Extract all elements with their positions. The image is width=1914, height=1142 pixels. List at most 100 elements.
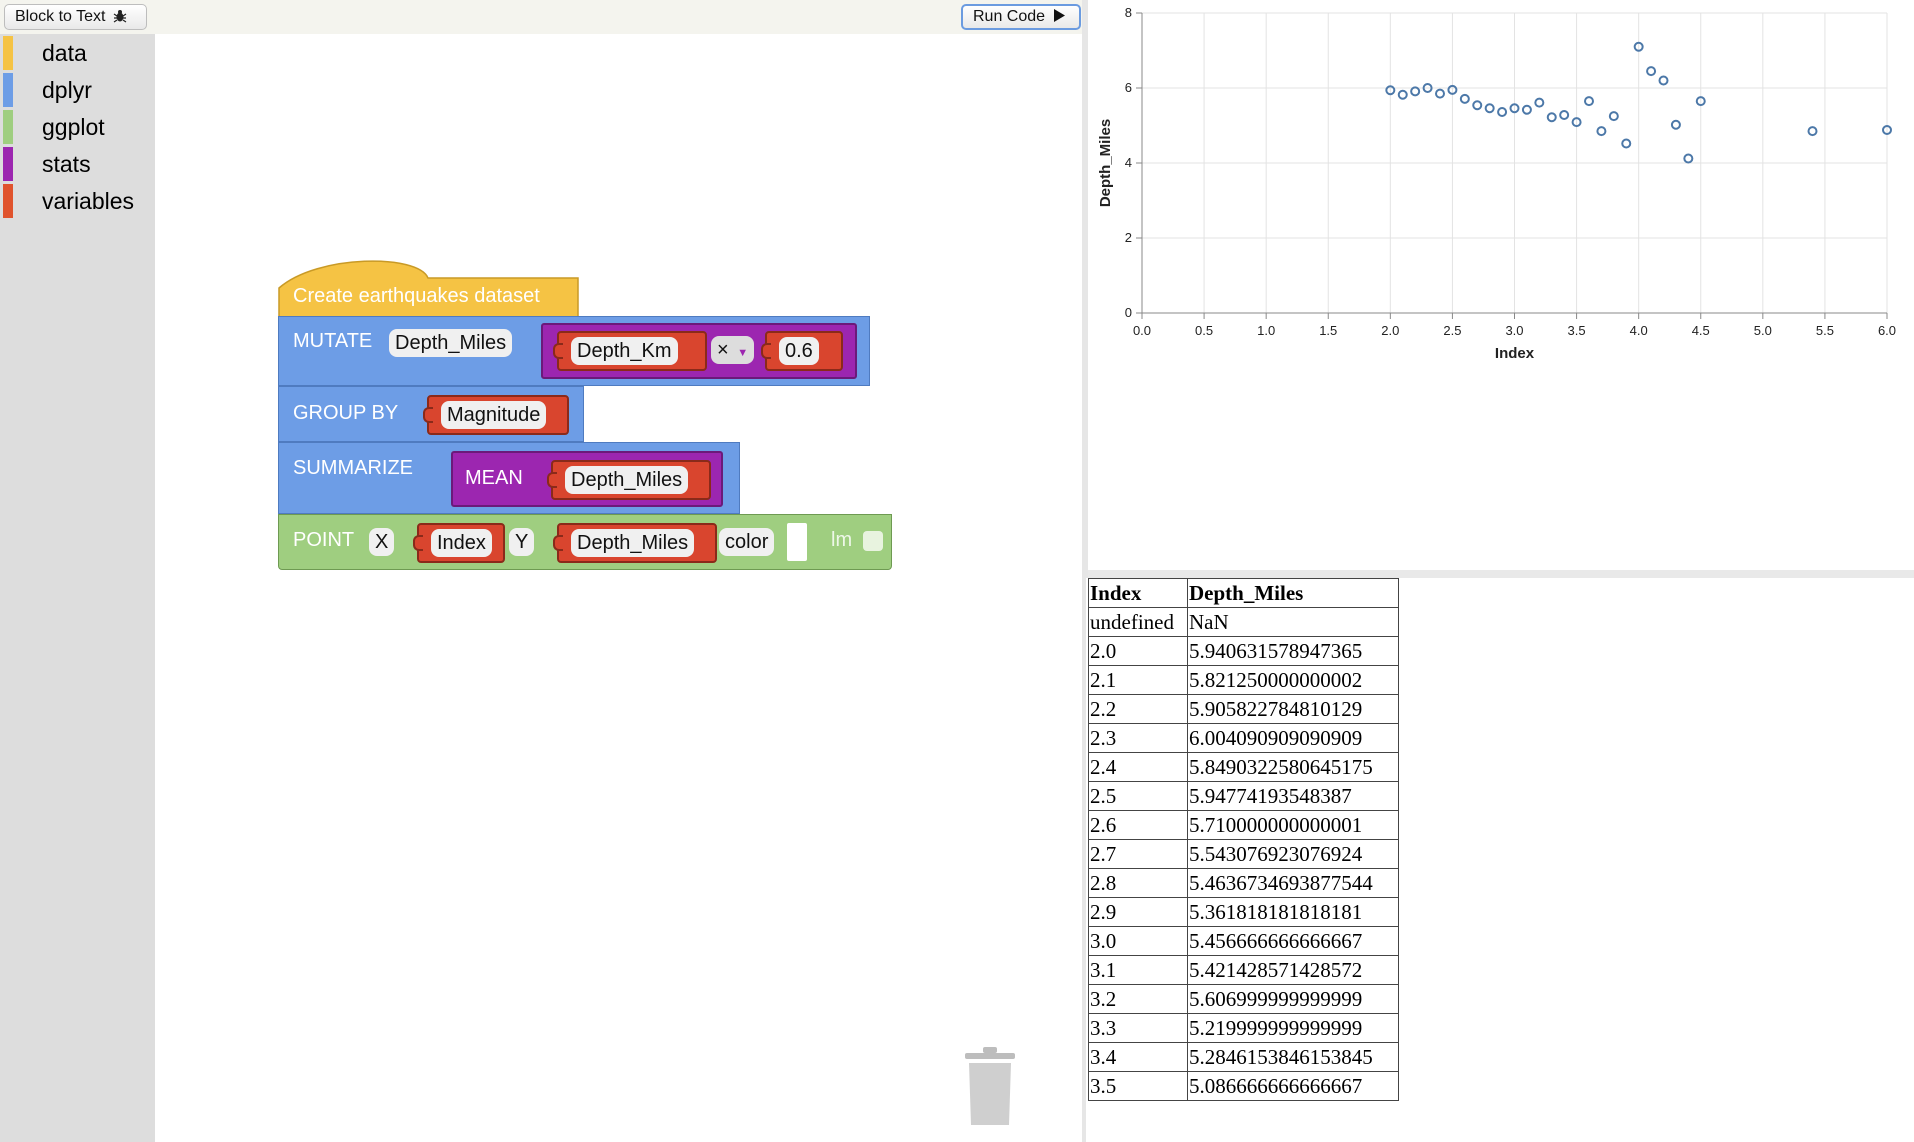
puzzle-connector (761, 343, 771, 359)
palette-category-dplyr[interactable]: dplyr (0, 73, 155, 107)
block-to-text-label: Block to Text (15, 8, 106, 25)
depth-miles-cell: 5.905822784810129 (1187, 694, 1399, 724)
x-label: X (369, 528, 395, 556)
data-point (1807, 126, 1818, 137)
color-input-slot[interactable] (787, 523, 807, 561)
group-by-block[interactable]: GROUP BY Magnitude (278, 386, 584, 442)
number-value: 0.6 (779, 337, 819, 365)
palette-category-ggplot[interactable]: ggplot (0, 110, 155, 144)
table-row: 2.4 5.8490322580645175 (1088, 752, 1399, 782)
depth-km-variable[interactable]: Depth_Km (553, 331, 707, 371)
group-by-keyword: GROUP BY (293, 402, 399, 424)
variable-name: Depth_Miles (571, 529, 695, 557)
palette-category-data[interactable]: data (0, 36, 155, 70)
depth-miles-cell: 5.4636734693877544 (1187, 868, 1399, 898)
scatter-chart: 0.0 0.5 1.0 1.5 2.0 2.5 3.0 3.5 4.0 4.5 5.0 5.5 6.0 0… (1097, 5, 1896, 362)
palette-category-variables[interactable]: variables (0, 184, 155, 218)
depth-miles-cell: 5.8490322580645175 (1187, 752, 1399, 782)
x-tick-label: 0.0 (1133, 323, 1151, 338)
data-point (1509, 103, 1520, 114)
index-cell: 2.2 (1088, 694, 1188, 724)
run-code-button[interactable]: Run Code (961, 4, 1081, 30)
depth-miles-cell: 5.821250000000002 (1187, 665, 1399, 695)
variable-name: Index (431, 529, 492, 557)
depth-miles-cell: 5.361818181818181 (1187, 897, 1399, 927)
data-table-panel: Index Depth_Miles undefined NaN 2.0 5.940631… (1086, 578, 1914, 1142)
data-point (1521, 104, 1532, 115)
play-icon (1053, 9, 1065, 22)
table-row: 3.2 5.606999999999999 (1088, 984, 1399, 1014)
index-cell: 2.0 (1088, 636, 1188, 666)
x-tick-label: 3.0 (1505, 323, 1523, 338)
table-row: 3.5 5.086666666666667 (1088, 1071, 1399, 1101)
category-label: dplyr (42, 77, 92, 103)
mutate-name-field[interactable]: Depth_Miles (389, 329, 513, 357)
column-header: Depth_Miles (1187, 578, 1399, 608)
mutate-block[interactable]: MUTATE Depth_Miles Depth_Km × ▼ 0.6 (278, 316, 870, 386)
depth-miles-cell: 5.606999999999999 (1187, 984, 1399, 1014)
variable-name: Depth_Km (571, 337, 678, 365)
block-workspace[interactable] (155, 34, 1082, 1142)
bug-icon (113, 10, 127, 23)
point-block[interactable]: POINT X Index Y Depth_Miles color lm (278, 514, 892, 570)
table-row: 3.1 5.421428571428572 (1088, 955, 1399, 985)
depth-miles-cell: 5.421428571428572 (1187, 955, 1399, 985)
data-point (1559, 110, 1570, 120)
mean-block[interactable]: MEAN Depth_Miles (451, 451, 723, 507)
puzzle-connector (413, 535, 423, 551)
table-row: 2.8 5.4636734693877544 (1088, 868, 1399, 898)
multiply-block[interactable]: Depth_Km × ▼ 0.6 (541, 323, 857, 379)
table-row: 2.7 5.543076923076924 (1088, 839, 1399, 869)
data-point (1497, 107, 1508, 117)
data-point (1695, 96, 1706, 107)
data-point (1683, 153, 1694, 164)
palette-category-stats[interactable]: stats (0, 147, 155, 181)
magnitude-variable[interactable]: Magnitude (423, 395, 569, 435)
index-cell: 2.7 (1088, 839, 1188, 869)
category-color-bar (3, 36, 13, 70)
x-tick-label: 3.5 (1568, 323, 1586, 338)
index-variable[interactable]: Index (413, 523, 505, 563)
mutate-keyword: MUTATE (293, 330, 373, 352)
y-label: Y (509, 528, 535, 556)
category-label: data (42, 40, 87, 66)
category-label: ggplot (42, 114, 105, 140)
dataset-label: Create earthquakes dataset (293, 285, 540, 307)
column-header: Index (1088, 578, 1188, 608)
trash-icon[interactable] (963, 1045, 1017, 1127)
depth-miles-cell: 5.940631578947365 (1187, 636, 1399, 666)
data-point (1534, 97, 1545, 108)
index-cell: 2.9 (1088, 897, 1188, 927)
category-color-bar (3, 147, 13, 181)
index-cell: 3.5 (1088, 1071, 1188, 1101)
y-tick-label: 2 (1125, 230, 1132, 245)
operator-dropdown[interactable]: × ▼ (711, 336, 755, 364)
output-divider[interactable] (1088, 570, 1914, 578)
table-row: 2.0 5.940631578947365 (1088, 636, 1399, 666)
depth-miles-variable[interactable]: Depth_Miles (547, 460, 711, 500)
x-tick-label: 4.5 (1692, 323, 1710, 338)
data-point (1410, 86, 1421, 97)
pane-divider[interactable] (1082, 0, 1088, 1142)
data-point (1422, 83, 1433, 93)
table-row: 2.5 5.94774193548387 (1088, 781, 1399, 811)
number-literal[interactable]: 0.6 (761, 331, 843, 371)
block-to-text-button[interactable]: Block to Text (4, 4, 147, 30)
index-cell: 2.6 (1088, 810, 1188, 840)
index-cell: 3.3 (1088, 1013, 1188, 1043)
x-tick-label: 2.5 (1443, 323, 1461, 338)
y-tick-label: 8 (1125, 5, 1132, 20)
data-point (1571, 117, 1582, 128)
data-point (1459, 93, 1470, 104)
puzzle-connector (547, 472, 557, 488)
summarize-block[interactable]: SUMMARIZE MEAN Depth_Miles (278, 442, 740, 514)
create-dataset-block[interactable]: Create earthquakes dataset (278, 260, 580, 318)
depth-miles-cell: 5.543076923076924 (1187, 839, 1399, 869)
table-row: 2.9 5.361818181818181 (1088, 897, 1399, 927)
lm-checkbox[interactable] (863, 531, 883, 551)
depth-miles-y-variable[interactable]: Depth_Miles (553, 523, 717, 563)
depth-miles-cell: NaN (1187, 607, 1399, 637)
point-keyword: POINT (293, 529, 355, 551)
run-code-label: Run Code (973, 8, 1046, 25)
table-row: 2.3 6.004090909090909 (1088, 723, 1399, 753)
